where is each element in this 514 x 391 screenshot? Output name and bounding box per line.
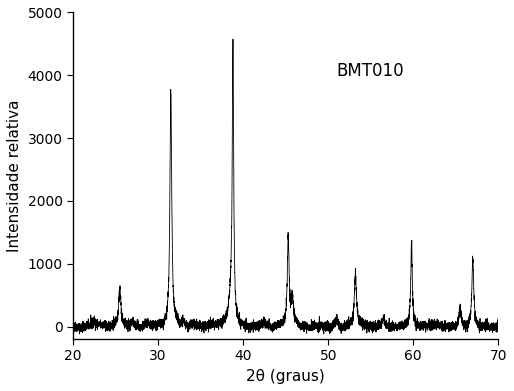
- Y-axis label: Intensidade relativa: Intensidade relativa: [7, 100, 22, 252]
- X-axis label: 2θ (graus): 2θ (graus): [246, 369, 325, 384]
- Text: BMT010: BMT010: [337, 62, 405, 80]
